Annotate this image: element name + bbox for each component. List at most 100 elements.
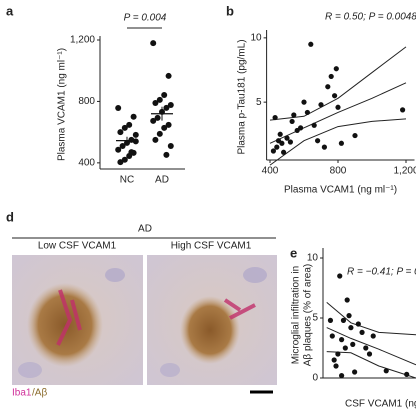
point (272, 114, 278, 121)
y-tick-label: 10 (250, 32, 262, 43)
point (370, 333, 376, 339)
confidence-band (326, 302, 416, 336)
dot (156, 130, 163, 137)
point (329, 333, 335, 339)
point (270, 148, 276, 154)
point (350, 341, 356, 347)
point (284, 135, 290, 141)
image-title: High CSF VCAM1 (171, 241, 252, 252)
y-tick-label: 0 (312, 373, 318, 384)
point (274, 144, 280, 150)
y-tick-label: 10 (307, 253, 319, 264)
point (344, 297, 350, 303)
point (383, 368, 389, 374)
dot (165, 72, 172, 79)
dot (161, 91, 168, 98)
dot (132, 131, 139, 138)
point (333, 66, 339, 72)
point (340, 317, 347, 323)
point (308, 41, 314, 47)
x-tick-label: 400 (262, 166, 279, 177)
point (281, 149, 287, 155)
y-tick-label: 400 (78, 157, 95, 168)
dot (154, 114, 161, 121)
point (301, 99, 307, 105)
point (342, 345, 348, 351)
y-tick-label: 1,200 (70, 35, 95, 46)
dot (167, 142, 174, 149)
fit-line (269, 82, 407, 144)
point (331, 357, 337, 363)
annotation: R = 0.50; P = 0.0048 (325, 12, 416, 23)
point (366, 351, 373, 357)
point (328, 73, 334, 80)
point (337, 273, 343, 279)
dot (121, 156, 128, 163)
micrograph (147, 255, 277, 385)
y-axis-label: Plasma VCAM1 (ng ml⁻¹) (57, 48, 68, 161)
panel-label: d (6, 209, 14, 224)
x-axis-label: CSF VCAM1 (ng (345, 399, 416, 410)
point (318, 102, 324, 108)
point (333, 363, 339, 369)
dot (115, 105, 122, 112)
point (291, 112, 297, 118)
dot (165, 121, 172, 128)
point (404, 371, 410, 377)
dot (163, 151, 170, 158)
x-tick-label: AD (155, 175, 169, 186)
point (400, 107, 406, 113)
x-tick-label: 800 (330, 166, 347, 177)
point (335, 104, 341, 110)
micrograph (12, 255, 143, 385)
panel-label: e (290, 245, 297, 260)
annotation: R = −0.41; P = 0 (347, 267, 416, 278)
point (298, 125, 304, 131)
y-tick-label: 5 (312, 313, 318, 324)
point (338, 140, 344, 146)
image-title: Low CSF VCAM1 (38, 241, 117, 252)
dot (119, 142, 126, 149)
point (321, 144, 327, 150)
group-title: AD (138, 224, 152, 235)
point (335, 351, 341, 357)
fit-line (326, 327, 416, 366)
point (315, 138, 321, 144)
point (289, 118, 295, 125)
dot (163, 104, 170, 111)
dot (117, 129, 124, 136)
point (352, 132, 358, 139)
panel-label: b (226, 3, 234, 18)
dot (161, 124, 168, 131)
y-axis-label: Aβ plaques (% of area) (303, 264, 314, 366)
panel-label: a (6, 3, 14, 18)
point (339, 373, 345, 379)
dot (121, 124, 128, 131)
y-axis-label: Plasma p-Tau181 (pg/mL) (237, 39, 248, 154)
stain-label: /Aβ (32, 388, 47, 399)
point (355, 321, 361, 327)
dot (130, 113, 137, 120)
annotation: P = 0.004 (124, 13, 167, 24)
dot (117, 159, 124, 166)
point (304, 109, 310, 116)
point (277, 131, 283, 137)
point (359, 329, 365, 335)
point (311, 122, 317, 128)
x-axis-label: Plasma VCAM1 (ng ml⁻¹) (284, 185, 397, 196)
point (352, 369, 358, 375)
point (348, 325, 354, 331)
point (346, 313, 352, 319)
y-tick-label: 5 (256, 97, 262, 108)
dot (150, 117, 157, 124)
point (279, 140, 285, 146)
dot (150, 40, 157, 47)
confidence-band (269, 46, 407, 121)
x-tick-label: NC (120, 175, 134, 186)
dot (152, 99, 159, 106)
x-tick-label: 1,200 (393, 166, 416, 177)
point (325, 84, 331, 90)
dot (167, 101, 174, 108)
y-axis-label: Microglial infiltration in (291, 266, 302, 364)
